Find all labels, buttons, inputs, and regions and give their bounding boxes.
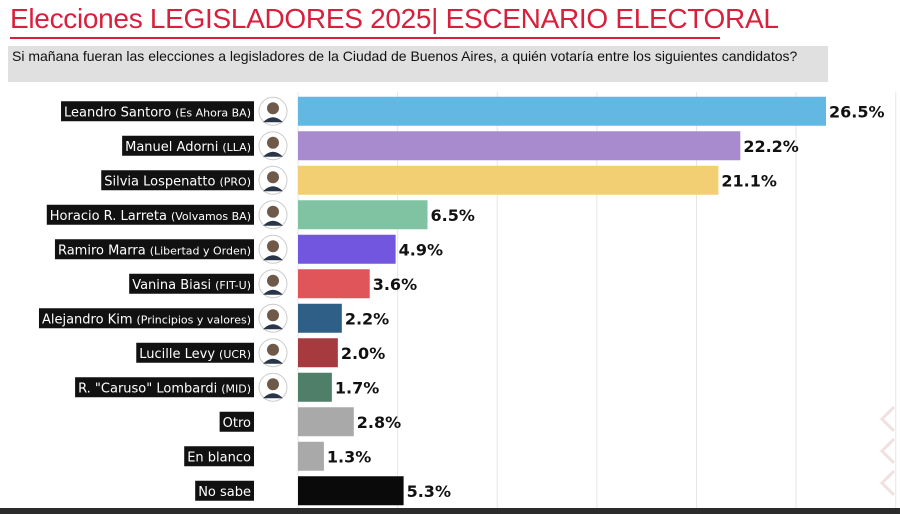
category-label-bg (61, 101, 254, 122)
category-label-bg (101, 170, 254, 191)
avatar-head-icon (267, 309, 279, 322)
bottom-strip (0, 508, 900, 514)
avatar-head-icon (267, 171, 279, 184)
category-label: No sabe (198, 485, 251, 500)
value-label: 3.6% (373, 275, 417, 294)
avatar-body-icon (263, 186, 283, 192)
avatar-body-icon (263, 324, 283, 330)
bar (298, 372, 332, 402)
candidate-name: Otro (223, 416, 251, 431)
category-label-bg (38, 308, 254, 329)
value-label: 4.9% (399, 240, 443, 259)
party-name: (LLA) (222, 141, 251, 154)
candidate-name: Ramiro Marra (58, 243, 146, 258)
category-label-bg (122, 135, 254, 156)
avatar-body-icon (263, 151, 283, 157)
bar (298, 441, 324, 471)
value-label: 2.2% (345, 309, 389, 328)
value-label: 2.0% (341, 344, 385, 363)
candidate-name: Horacio R. Larreta (50, 209, 167, 224)
candidate-name: Vanina Biasi (132, 278, 211, 293)
category-label: R. "Caruso" Lombardi (MID) (78, 381, 251, 396)
party-name: (FIT-U) (215, 279, 251, 292)
candidate-name: Lucille Levy (139, 347, 215, 362)
avatar-head-icon (267, 102, 279, 115)
candidate-name: Alejandro Kim (42, 312, 133, 327)
category-label: Ramiro Marra (Libertad y Orden) (58, 243, 251, 258)
chart-subtitle: Si mañana fueran las elecciones a legisl… (8, 46, 828, 82)
category-label: Alejandro Kim (Principios y valores) (42, 312, 251, 327)
bar (298, 131, 741, 161)
party-name: (Libertad y Orden) (150, 244, 251, 257)
bar (298, 338, 338, 368)
avatar-body-icon (263, 289, 283, 295)
bar (298, 476, 404, 506)
category-label-bg (129, 273, 254, 294)
decorative-mark-icon (879, 405, 896, 497)
avatar-head-icon (267, 343, 279, 356)
value-label: 26.5% (829, 102, 885, 121)
party-name: (Es Ahora BA) (175, 106, 251, 119)
avatar-body-icon (263, 393, 283, 399)
category-label: Lucille Levy (UCR) (139, 347, 251, 362)
party-name: (MID) (221, 382, 251, 395)
candidate-name: Manuel Adorni (125, 140, 218, 155)
party-name: (Principios y valores) (137, 313, 252, 326)
category-label-bg (75, 377, 254, 398)
value-label: 2.8% (357, 413, 401, 432)
value-label: 21.1% (721, 171, 777, 190)
category-label-bg (46, 204, 254, 225)
avatar-head-icon (267, 274, 279, 287)
candidate-name: Leandro Santoro (64, 105, 171, 120)
avatar-body-icon (263, 117, 283, 123)
value-label: 6.5% (431, 206, 475, 225)
title-underline (10, 37, 720, 39)
category-label-bg (184, 446, 254, 467)
avatar-body-icon (263, 255, 283, 261)
avatar-head-icon (267, 240, 279, 253)
value-label: 22.2% (743, 137, 799, 156)
category-label: Vanina Biasi (FIT-U) (132, 278, 251, 293)
category-label: Otro (223, 416, 251, 431)
party-name: (UCR) (219, 348, 251, 361)
bar (298, 96, 826, 126)
value-label: 5.3% (407, 482, 451, 501)
category-label: Leandro Santoro (Es Ahora BA) (64, 105, 251, 120)
value-label: 1.3% (327, 447, 371, 466)
avatar-head-icon (267, 136, 279, 149)
candidate-name: No sabe (198, 485, 251, 500)
category-label: Horacio R. Larreta (Volvamos BA) (50, 209, 251, 224)
bar (298, 407, 354, 437)
category-label: Silvia Lospenatto (PRO) (104, 174, 251, 189)
avatar-body-icon (263, 220, 283, 226)
page-title: Elecciones LEGISLADORES 2025| ESCENARIO … (10, 3, 779, 34)
bar (298, 165, 719, 195)
party-name: (PRO) (219, 175, 251, 188)
avatar-head-icon (267, 378, 279, 391)
party-name: (Volvamos BA) (171, 210, 251, 223)
category-label: Manuel Adorni (LLA) (125, 140, 251, 155)
value-label: 1.7% (335, 378, 379, 397)
category-label-bg (54, 239, 254, 260)
candidate-name: En blanco (187, 450, 251, 465)
category-label-bg (136, 342, 254, 363)
bar (298, 200, 428, 230)
avatar-body-icon (263, 358, 283, 364)
category-label-bg (195, 480, 254, 501)
bar (298, 234, 396, 264)
candidate-name: R. "Caruso" Lombardi (78, 381, 217, 396)
avatar-head-icon (267, 205, 279, 218)
category-label-bg (219, 411, 254, 432)
category-label: En blanco (187, 450, 251, 465)
bar (298, 303, 342, 333)
candidate-name: Silvia Lospenatto (104, 174, 215, 189)
bar (298, 269, 370, 299)
